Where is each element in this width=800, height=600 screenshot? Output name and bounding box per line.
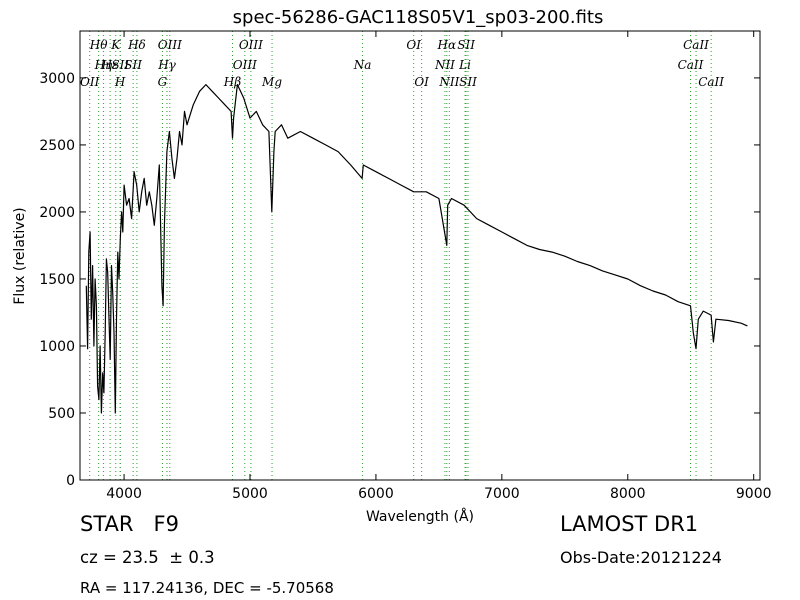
x-tick-label-2: 6000 — [358, 486, 394, 502]
x-tick-label-4: 8000 — [610, 486, 646, 502]
y-tick-label-4: 2000 — [39, 205, 75, 221]
line-label-20: Hα — [437, 38, 457, 52]
line-label-3: Hε — [101, 58, 119, 72]
line-label-13: OIII — [233, 58, 257, 72]
line-label-25: CaII — [678, 58, 704, 72]
line-label-22: SII — [457, 38, 475, 52]
x-tick-label-1: 5000 — [232, 486, 268, 502]
spectrum-series-0 — [85, 83, 748, 414]
y-tick-label-6: 3000 — [39, 71, 75, 87]
line-label-17: OI — [406, 38, 421, 52]
line-label-2: Hη — [94, 58, 113, 72]
line-label-16: Na — [353, 58, 372, 72]
survey-name: LAMOST DR1 — [560, 512, 699, 536]
line-label-24: SII — [459, 75, 477, 89]
x-tick-label-5: 9000 — [736, 486, 772, 502]
x-tick-label-0: 4000 — [106, 486, 142, 502]
line-label-9: Hγ — [157, 58, 176, 72]
line-label-1: Hθ — [89, 38, 108, 52]
line-label-12: Hβ — [223, 75, 241, 89]
line-label-10: G — [158, 75, 168, 89]
line-label-5: SII — [111, 58, 129, 72]
line-label-4: K — [110, 38, 121, 52]
object-class: STAR F9 — [80, 512, 179, 536]
y-tick-label-2: 1000 — [39, 339, 75, 355]
line-label-6: H — [114, 75, 126, 89]
line-label-21: NII — [438, 75, 459, 89]
line-label-19: NII — [434, 58, 455, 72]
line-label-11: OIII — [158, 38, 182, 52]
line-label-26: CaII — [683, 38, 709, 52]
line-label-0: OII — [80, 75, 100, 89]
y-tick-label-1: 500 — [48, 406, 75, 422]
y-axis-label: Flux (relative) — [12, 207, 28, 304]
plot-frame — [79, 30, 761, 481]
y-tick-label-0: 0 — [66, 473, 75, 489]
x-tick-label-3: 7000 — [484, 486, 520, 502]
line-label-8: SII — [124, 58, 142, 72]
line-label-18: OI — [414, 75, 429, 89]
chart-title: spec-56286-GAC118S05V1_sp03-200.fits — [233, 7, 604, 28]
line-label-15: Mg — [261, 75, 282, 89]
coordinates: RA = 117.24136, DEC = -5.70568 — [80, 579, 334, 597]
line-label-23: Li — [458, 58, 471, 72]
redshift-value: cz = 23.5 ± 0.3 — [80, 548, 215, 567]
line-label-7: Hδ — [127, 38, 146, 52]
observation-date: Obs-Date:20121224 — [560, 548, 722, 567]
line-label-27: CaII — [698, 75, 724, 89]
y-tick-label-5: 2500 — [39, 138, 75, 154]
y-tick-label-3: 1500 — [39, 272, 75, 288]
line-label-14: OIII — [239, 38, 263, 52]
x-axis-label: Wavelength (Å) — [366, 508, 474, 525]
